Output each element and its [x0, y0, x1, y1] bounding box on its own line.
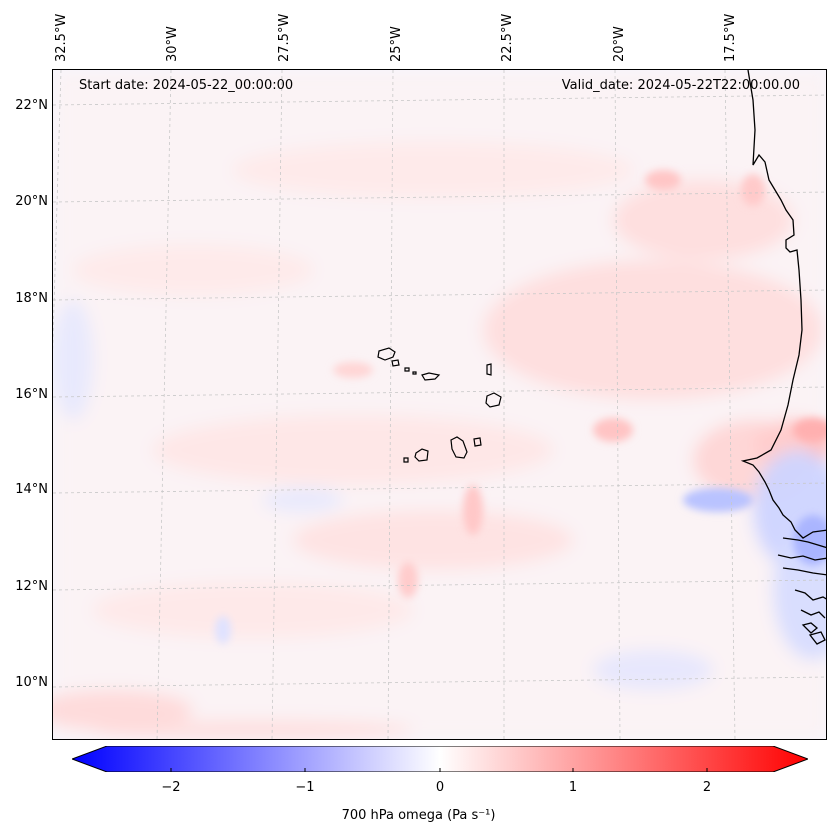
lat-label-16n: 16°N	[15, 387, 48, 402]
lon-label-20w: 20°W	[612, 26, 627, 62]
valid-date-label: Valid_date: 2024-05-22T22:00:00.00	[561, 78, 800, 93]
map-panel[interactable]	[52, 69, 827, 740]
start-date-label: Start date: 2024-05-22_00:00:00	[79, 78, 294, 93]
lat-label-10n: 10°N	[15, 675, 48, 690]
omega-streaks	[215, 170, 826, 644]
lat-label-18n: 18°N	[15, 291, 48, 306]
lat-label-22n: 22°N	[15, 98, 48, 113]
lon-label-30w: 30°W	[165, 26, 180, 62]
colorbar-tick-neg2: −2	[161, 780, 181, 795]
lon-label-32-5w: 32.5°W	[54, 13, 69, 62]
omega-field	[53, 70, 826, 739]
map-canvas	[53, 70, 826, 739]
colorbar-tick-1: 1	[568, 780, 578, 795]
graticule	[53, 70, 826, 739]
colorbar-tick-0: 0	[435, 780, 445, 795]
lat-label-12n: 12°N	[15, 579, 48, 594]
lat-label-14n: 14°N	[15, 482, 48, 497]
colorbar-gradient	[72, 746, 808, 772]
colorbar-label: 700 hPa omega (Pa s⁻¹)	[341, 808, 496, 823]
lat-label-20n: 20°N	[15, 194, 48, 209]
lon-label-22-5w: 22.5°W	[500, 13, 515, 62]
cape-verde-islands	[377, 347, 502, 463]
lon-label-25w: 25°W	[389, 26, 404, 62]
west-africa-coastline	[740, 70, 826, 645]
colorbar	[72, 746, 808, 772]
lon-label-27-5w: 27.5°W	[277, 13, 292, 62]
colorbar-tick-neg1: −1	[295, 780, 315, 795]
lon-label-17-5w: 17.5°W	[723, 13, 738, 62]
colorbar-tick-2: 2	[702, 780, 712, 795]
